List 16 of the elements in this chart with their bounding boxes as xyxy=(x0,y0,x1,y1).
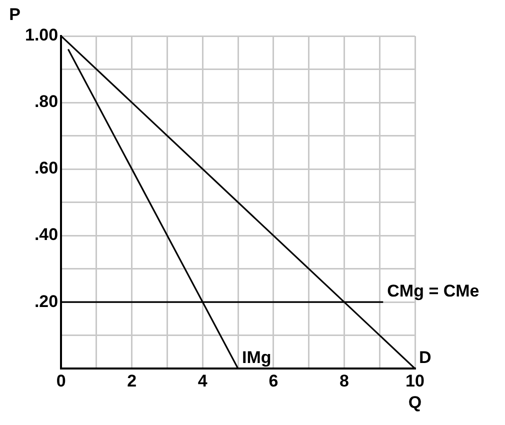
series-label: CMg = CMe xyxy=(387,281,480,300)
x-tick-label: 0 xyxy=(56,371,66,390)
series-label: IMg xyxy=(242,348,272,367)
series-label: D xyxy=(419,348,432,367)
y-tick-label: .60 xyxy=(34,158,58,178)
x-tick-label: 6 xyxy=(268,371,278,390)
x-tick-label: 2 xyxy=(127,371,137,390)
y-tick-label: 1.00 xyxy=(24,26,58,45)
x-tick-label: 10 xyxy=(406,371,424,390)
y-tick-label: .80 xyxy=(34,92,58,112)
x-tick-label: 8 xyxy=(339,371,349,390)
x-tick-label: 4 xyxy=(198,371,208,390)
y-axis-title: P xyxy=(9,5,20,24)
y-tick-label: .20 xyxy=(34,292,58,311)
y-tick-label: .40 xyxy=(34,225,58,244)
x-axis-title: Q xyxy=(408,392,422,412)
